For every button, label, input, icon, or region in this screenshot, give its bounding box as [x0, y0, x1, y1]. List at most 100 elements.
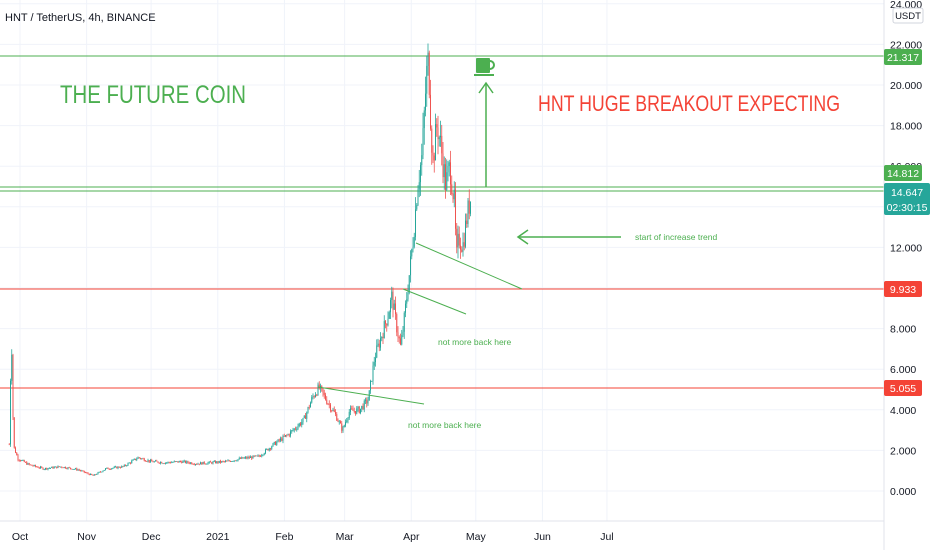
candle-body [192, 464, 194, 465]
candle-body [350, 408, 351, 412]
time-tick-label: May [466, 531, 487, 543]
candle-body [137, 457, 139, 459]
coffee-cup-icon[interactable] [474, 58, 495, 76]
price-tick-label: 0.000 [890, 486, 916, 498]
candle-body [306, 412, 308, 419]
trend-line-upper[interactable] [415, 242, 523, 290]
candle-body [196, 464, 198, 465]
candle-body [97, 472, 99, 475]
candle-body [222, 461, 224, 462]
candle-body [287, 434, 289, 436]
candle-body [158, 462, 160, 464]
current-price-label[interactable] [884, 183, 930, 215]
increase-trend-left-arrow[interactable] [516, 229, 621, 245]
candle-body [402, 331, 404, 336]
candle-body [26, 462, 28, 465]
candle-body [160, 462, 161, 464]
candle-body [235, 460, 236, 462]
candle-body [257, 455, 259, 457]
candle-body [201, 462, 203, 465]
candle-body [41, 466, 43, 468]
candle-body [212, 461, 214, 464]
candle-body [53, 467, 55, 469]
candle-body [346, 420, 348, 423]
price-tick-label: 12.000 [890, 242, 922, 254]
candle-body [396, 314, 398, 333]
candle-body [35, 465, 36, 467]
candle-body [290, 431, 291, 436]
candle-body [417, 189, 419, 206]
candle-body [216, 461, 218, 464]
candle-body [57, 466, 59, 469]
time-tick-label: Mar [336, 531, 355, 543]
candle-body [338, 421, 340, 423]
candle-body [270, 448, 271, 450]
candle-body [52, 466, 54, 469]
candle-body [445, 164, 446, 190]
candle-body [193, 464, 195, 465]
candle-body [58, 466, 60, 468]
trend-line-middle[interactable] [402, 288, 467, 315]
candle-body [62, 467, 64, 469]
candle-body [180, 461, 181, 462]
increase-trend-note[interactable]: start of increase trend [635, 232, 717, 242]
candle-body [10, 380, 11, 445]
candle-body [341, 423, 343, 431]
candle-body [78, 469, 80, 471]
candle-body [75, 468, 76, 470]
candle-body [176, 461, 178, 462]
candle-body [325, 394, 326, 400]
candle-body [361, 405, 363, 409]
trend-lines [317, 242, 523, 405]
candle-body [241, 457, 243, 459]
candle-body [342, 426, 344, 431]
candle-body [362, 405, 364, 410]
not-back-note-upper[interactable]: not more back here [438, 337, 512, 347]
candle-body [135, 458, 136, 460]
time-tick-label: Oct [12, 531, 28, 543]
candle-body [51, 466, 53, 468]
candle-body [427, 52, 429, 66]
candle-body [55, 466, 56, 468]
price-label-9933[interactable] [884, 281, 922, 297]
currency-badge[interactable] [892, 7, 924, 24]
trend-line-lower[interactable] [317, 386, 425, 405]
price-axis[interactable]: 0.0002.0004.0006.0008.00010.00012.00014.… [883, 0, 932, 550]
candle-body [440, 135, 441, 138]
candle-body [462, 242, 464, 252]
not-back-note-lower[interactable]: not more back here [408, 420, 482, 430]
candle-body [468, 200, 470, 214]
time-tick-label: Nov [77, 531, 96, 543]
candle-body [356, 408, 358, 414]
time-axis[interactable]: Oct Nov Dec 2021 Feb Mar Apr May Jun Jul [0, 520, 884, 543]
price-label-5055[interactable] [884, 380, 922, 396]
candle-body [232, 461, 234, 462]
candle-body [118, 466, 120, 468]
price-label-21317[interactable] [884, 49, 922, 65]
grid-lines [0, 0, 884, 521]
candle-body [117, 466, 119, 469]
candle-body [271, 446, 273, 449]
price-label-14812[interactable] [884, 165, 922, 181]
candle-body [313, 396, 315, 398]
candle-body [200, 462, 201, 465]
candle-body [187, 461, 189, 463]
candle-body [220, 460, 221, 463]
candle-body [461, 249, 463, 252]
candle-body [372, 365, 374, 381]
candle-body [28, 463, 30, 465]
future-coin-label[interactable]: THE FUTURE COIN [60, 81, 246, 109]
candle-body [13, 417, 15, 448]
candle-body [256, 455, 258, 457]
breakout-expecting-label[interactable]: HNT HUGE BREAKOUT EXPECTING [538, 91, 840, 116]
candle-body [131, 460, 133, 464]
candle-body [326, 399, 328, 404]
breakout-up-arrow[interactable] [478, 81, 494, 187]
candle-body [463, 242, 465, 247]
candle-body [37, 466, 39, 468]
candle-body [153, 461, 155, 463]
candle-body [77, 469, 79, 471]
candle-body [143, 458, 145, 461]
candle-body [345, 422, 346, 426]
